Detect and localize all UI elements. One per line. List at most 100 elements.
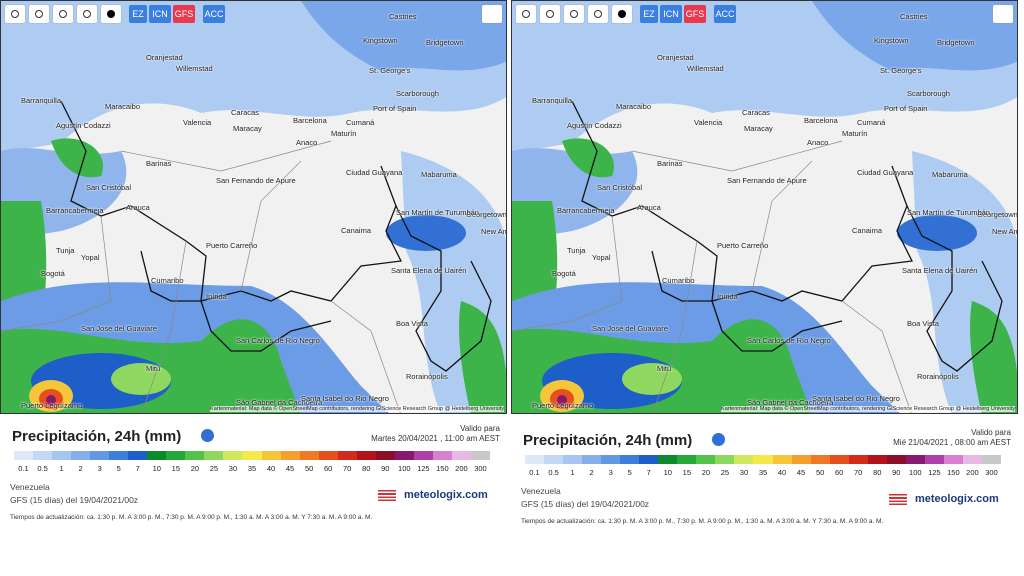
city-label: San Martín de Turumbán [907,208,990,217]
legend-label: 2 [78,464,83,473]
icon-dot [83,10,91,18]
legend-label: 60 [323,464,333,473]
model-button[interactable]: ACC [714,5,736,23]
legend-label: 10 [152,464,161,473]
city-label: Mitú [657,364,672,373]
city-label: Agustín Codazzi [56,121,111,130]
city-label: Port of Spain [884,104,928,113]
legend-swatch [753,455,773,464]
legend-label: 5 [116,464,121,473]
city-label: St. George's [369,66,411,75]
city-label: Mabaruma [932,170,968,179]
city-label: San Cristóbal [86,183,132,192]
tool-icon[interactable] [516,5,536,23]
legend-swatch [128,451,148,460]
model-button[interactable]: ICN [660,5,682,23]
city-label: Barinas [146,159,172,168]
model-button[interactable]: EZ [129,5,147,23]
tool-icon[interactable] [588,5,608,23]
legend-swatch [185,451,205,460]
city-label: Maturín [842,129,868,138]
legend-swatch [620,455,640,464]
brand[interactable]: meteologix.com [915,493,999,505]
legend-label: 40 [266,464,276,473]
city-label: Georgetown [977,210,1018,219]
tool-icon[interactable] [77,5,97,23]
city-label: Canaima [341,226,372,235]
legend-label: 1 [59,464,64,473]
legend-label: 300 [985,468,998,477]
city-label: Mabaruma [421,170,457,179]
city-label: Kingstown [874,36,909,45]
legend-label: 300 [474,464,487,473]
legend-label: 80 [362,464,371,473]
share-button[interactable] [993,5,1013,23]
legend-label: 90 [892,468,901,477]
tool-icon[interactable] [101,5,121,23]
legend-label: 70 [854,468,863,477]
city-label: Canaima [852,226,883,235]
city-label: Port of Spain [373,104,417,113]
city-label: St. George's [880,66,922,75]
icon-dot [11,10,19,18]
legend-swatch [14,451,34,460]
tool-icon[interactable] [612,5,632,23]
legend-label: 80 [873,468,882,477]
legend-label: 60 [834,468,844,477]
info-icon[interactable] [712,433,725,446]
info-icon[interactable] [201,429,214,442]
legend-swatch [905,455,926,464]
city-label: Maracay [233,124,262,133]
city-label: Maracay [744,124,773,133]
city-label: Castries [389,12,417,21]
legend-swatch [166,451,186,460]
tool-icon[interactable] [5,5,25,23]
model-button[interactable]: EZ [640,5,658,23]
city-label: Puerto Carreño [717,241,769,250]
model-button[interactable]: ACC [203,5,225,23]
city-label: New Amsterdam [481,227,506,236]
tool-icon[interactable] [53,5,73,23]
city-label: Barrancabermeja [557,206,615,215]
legend-swatch [525,455,545,464]
legend-label: 30 [228,464,238,473]
city-label: Maturín [331,129,357,138]
legend-label: 7 [135,464,140,473]
model-button[interactable]: GFS [684,5,706,23]
legend-swatch [52,451,72,460]
tool-icon[interactable] [540,5,560,23]
legend-label: 25 [209,464,219,473]
legend-swatch [962,455,983,464]
city-label: Caracas [231,108,259,117]
legend-swatch [280,451,301,460]
tool-icon[interactable] [29,5,49,23]
city-label: Tunja [56,246,75,255]
legend-swatch [772,455,793,464]
tool-icon[interactable] [564,5,584,23]
city-label: Barranquilla [21,96,62,105]
legend-label: 35 [247,464,257,473]
legend-swatch [356,451,377,460]
city-label: Willemstad [687,64,724,73]
flag [889,494,907,505]
model-button[interactable]: ICN [149,5,171,23]
city-label: Inírida [717,292,738,301]
title: Precipitación, 24h (mm) [523,432,693,449]
brand[interactable]: meteologix.com [404,489,488,501]
panel: Castries Kingstown Bridgetown Oranjestad Wil… [0,0,508,576]
icon-dot [594,10,602,18]
legend-label: 150 [947,468,960,477]
icon-dot [522,10,530,18]
legend-swatch [734,455,754,464]
icon-dot [546,10,554,18]
legend-swatch [299,451,320,460]
legend-swatch [223,451,243,460]
model-button[interactable]: GFS [173,5,195,23]
city-label: Barcelona [804,116,838,125]
share-button[interactable] [482,5,502,23]
city-label: Santa Elena de Uairén [391,266,467,275]
legend-swatch [413,451,434,460]
legend-label: 125 [928,468,941,477]
city-label: Bogotá [552,269,576,278]
map: Castries Kingstown Bridgetown Oranjestad Wil… [511,0,1018,414]
